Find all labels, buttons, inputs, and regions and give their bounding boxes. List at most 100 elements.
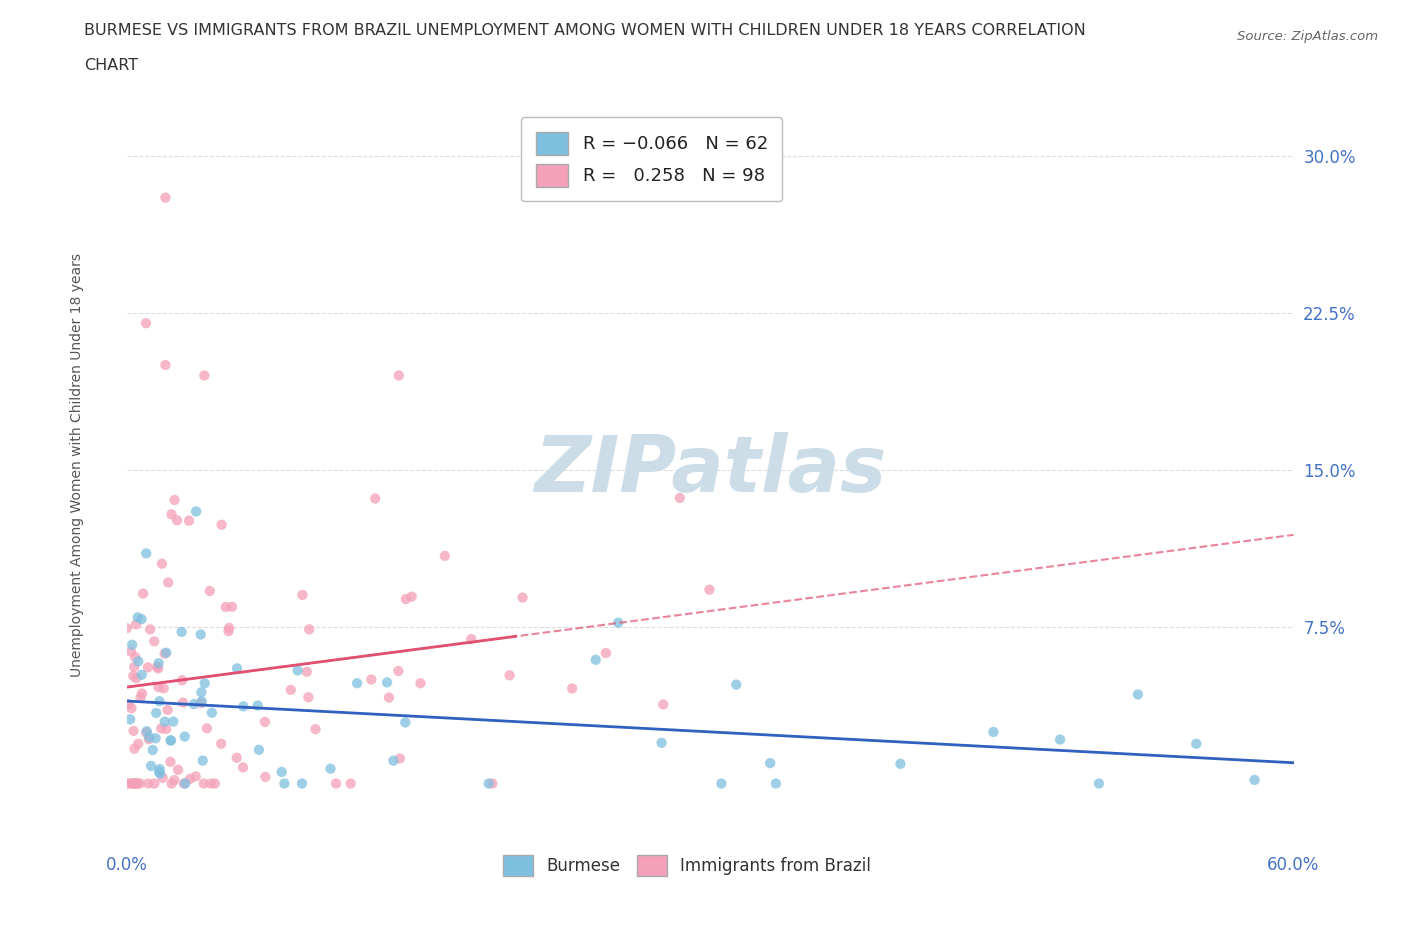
- Point: [145, 706, 167, 721]
- Point: [148, 656, 170, 671]
- Point: [595, 645, 617, 660]
- Point: [287, 663, 309, 678]
- Point: [246, 698, 269, 713]
- Point: [699, 582, 721, 597]
- Point: [167, 763, 190, 777]
- Point: [170, 624, 193, 639]
- Point: [280, 683, 302, 698]
- Point: [124, 741, 146, 756]
- Text: BURMESE VS IMMIGRANTS FROM BRAZIL UNEMPLOYMENT AMONG WOMEN WITH CHILDREN UNDER 1: BURMESE VS IMMIGRANTS FROM BRAZIL UNEMPL…: [84, 23, 1085, 38]
- Point: [388, 368, 411, 383]
- Point: [135, 546, 157, 561]
- Text: ZIPatlas: ZIPatlas: [534, 432, 886, 508]
- Point: [765, 776, 787, 790]
- Point: [160, 507, 183, 522]
- Point: [247, 742, 270, 757]
- Point: [148, 694, 170, 709]
- Point: [136, 660, 159, 675]
- Point: [194, 676, 217, 691]
- Point: [1088, 776, 1111, 790]
- Point: [143, 634, 166, 649]
- Point: [669, 490, 692, 505]
- Point: [125, 617, 148, 631]
- Point: [150, 721, 173, 736]
- Point: [155, 190, 177, 205]
- Point: [195, 721, 218, 736]
- Point: [120, 712, 142, 727]
- Point: [177, 513, 200, 528]
- Point: [159, 733, 181, 748]
- Point: [131, 668, 153, 683]
- Point: [148, 680, 170, 695]
- Point: [122, 724, 145, 738]
- Point: [304, 722, 326, 737]
- Point: [173, 776, 195, 790]
- Point: [198, 583, 221, 598]
- Point: [889, 756, 911, 771]
- Point: [127, 654, 149, 669]
- Point: [183, 697, 205, 711]
- Point: [121, 776, 143, 790]
- Point: [232, 760, 254, 775]
- Point: [232, 699, 254, 714]
- Point: [121, 637, 143, 652]
- Point: [297, 690, 319, 705]
- Point: [155, 645, 177, 660]
- Point: [124, 776, 146, 790]
- Point: [159, 733, 181, 748]
- Point: [148, 764, 170, 779]
- Point: [226, 661, 249, 676]
- Point: [135, 725, 157, 740]
- Point: [1049, 732, 1071, 747]
- Point: [298, 622, 321, 637]
- Point: [143, 776, 166, 790]
- Point: [295, 664, 318, 679]
- Point: [1185, 737, 1208, 751]
- Point: [652, 698, 675, 712]
- Point: [179, 771, 201, 786]
- Point: [174, 776, 197, 790]
- Point: [129, 776, 152, 790]
- Point: [150, 556, 173, 571]
- Point: [125, 776, 148, 790]
- Point: [191, 753, 214, 768]
- Point: [127, 737, 149, 751]
- Point: [190, 694, 212, 709]
- Point: [512, 591, 534, 605]
- Point: [163, 493, 186, 508]
- Point: [149, 762, 172, 777]
- Point: [651, 736, 673, 751]
- Point: [135, 316, 157, 331]
- Point: [253, 714, 276, 729]
- Point: [121, 701, 143, 716]
- Point: [200, 776, 222, 790]
- Point: [135, 724, 157, 738]
- Point: [125, 671, 148, 685]
- Point: [155, 722, 177, 737]
- Point: [1243, 773, 1265, 788]
- Point: [184, 769, 207, 784]
- Point: [193, 776, 215, 790]
- Point: [138, 732, 160, 747]
- Text: Unemployment Among Women with Children Under 18 years: Unemployment Among Women with Children U…: [70, 253, 84, 677]
- Point: [162, 714, 184, 729]
- Point: [122, 776, 145, 790]
- Point: [1126, 687, 1149, 702]
- Point: [325, 776, 347, 790]
- Point: [153, 714, 176, 729]
- Point: [460, 631, 482, 646]
- Point: [127, 776, 149, 790]
- Point: [184, 504, 207, 519]
- Point: [395, 591, 418, 606]
- Point: [139, 759, 162, 774]
- Point: [201, 705, 224, 720]
- Point: [433, 549, 456, 564]
- Point: [209, 737, 232, 751]
- Point: [225, 751, 247, 765]
- Point: [319, 762, 342, 777]
- Point: [160, 776, 183, 790]
- Legend: Burmese, Immigrants from Brazil: Burmese, Immigrants from Brazil: [496, 848, 877, 884]
- Point: [138, 730, 160, 745]
- Point: [152, 681, 174, 696]
- Point: [387, 663, 409, 678]
